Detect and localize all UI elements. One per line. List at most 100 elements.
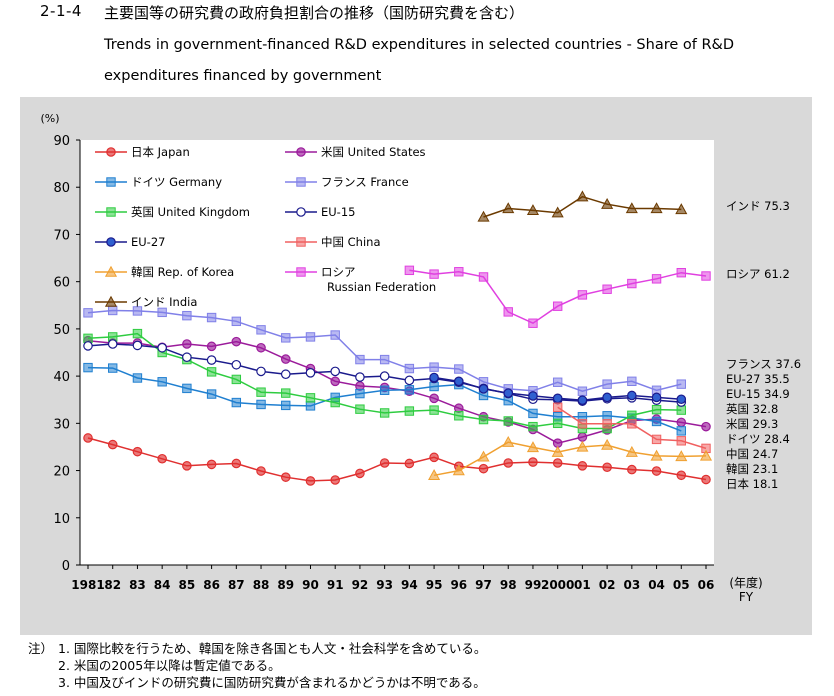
series-4-point <box>627 410 637 421</box>
y-tick-label: 90 <box>53 134 70 149</box>
series-1-point <box>256 342 266 353</box>
series-2-point <box>83 362 93 373</box>
series-4-point <box>478 414 489 425</box>
series-0-point <box>552 458 563 468</box>
series-9-point <box>478 272 489 282</box>
series-2-point <box>206 389 217 399</box>
series-9-point <box>454 267 464 277</box>
legend-label-10: インド India <box>131 295 197 309</box>
series-0-point <box>404 458 415 469</box>
legend-swatch-marker-7 <box>296 237 306 247</box>
x-tick-label: 02 <box>599 578 616 592</box>
y-axis-label: (%) <box>40 112 59 125</box>
series-10-point <box>675 203 688 215</box>
series-3-point <box>552 377 563 387</box>
series-4-point <box>454 411 464 421</box>
series-10-point <box>477 210 490 222</box>
series-3-point <box>206 312 217 323</box>
end-label-7: 中国 24.7 <box>726 447 778 461</box>
legend-label-7: 中国 China <box>321 235 381 249</box>
end-label-1: 米国 29.3 <box>726 417 778 431</box>
series-8-point <box>551 445 564 457</box>
series-8-point <box>526 441 540 453</box>
series-1-point <box>330 376 340 387</box>
series-4-point <box>676 405 686 415</box>
x-tick-label: 2000 <box>541 578 574 592</box>
series-2-point <box>651 416 662 427</box>
x-tick-label: 91 <box>327 578 344 592</box>
series-1-point <box>280 354 291 364</box>
series-8-point <box>428 469 441 480</box>
series-0-point <box>83 433 93 443</box>
series-8-point <box>625 445 638 457</box>
series-5-point <box>355 372 365 382</box>
series-6-point <box>429 372 439 383</box>
series-3-point <box>132 306 143 316</box>
x-tick-label: 89 <box>277 578 294 592</box>
series-0-point <box>602 462 612 473</box>
series-2-point <box>157 377 167 387</box>
series-9-point <box>651 274 662 284</box>
series-3-point <box>404 363 415 374</box>
series-5-point <box>231 359 242 370</box>
series-2-point <box>182 383 192 394</box>
x-tick-label: 99 <box>525 578 542 592</box>
plot-area <box>80 140 714 565</box>
series-4-point <box>231 374 242 385</box>
series-0-point <box>107 439 118 450</box>
series-7-point <box>552 402 563 412</box>
x-tick-label: 83 <box>129 578 146 592</box>
series-4-point <box>330 397 340 408</box>
series-4-point <box>503 416 513 426</box>
series-8-point <box>576 440 589 452</box>
series-0-point <box>182 461 192 471</box>
series-6-point <box>577 395 588 405</box>
x-tick-label: 87 <box>228 578 245 592</box>
x-tick-label: 97 <box>475 578 492 592</box>
series-5-point <box>107 339 118 349</box>
series-9-point <box>577 290 588 300</box>
series-6-point <box>478 384 489 394</box>
legend-swatch-marker-1 <box>296 147 306 157</box>
end-label-10: インド 75.3 <box>726 199 790 213</box>
series-10-point <box>526 204 540 216</box>
series-7-point <box>651 434 662 445</box>
x-tick-label: 94 <box>401 578 418 592</box>
series-3-point <box>157 307 167 318</box>
series-7-point <box>602 419 612 429</box>
series-0-point <box>231 458 242 469</box>
series-6-point <box>453 376 464 387</box>
x-tick-label: 93 <box>376 578 393 592</box>
series-0-point <box>330 475 340 485</box>
end-label-4: 英国 32.8 <box>726 402 778 416</box>
series-6-point <box>528 391 538 401</box>
legend-swatch-marker-8 <box>104 265 118 277</box>
series-2-point <box>404 385 415 395</box>
series-2-point <box>132 373 143 383</box>
series-0-point <box>132 446 143 457</box>
x-tick-label: 88 <box>253 578 270 592</box>
series-10-point <box>625 202 638 214</box>
legend-swatch-marker-3 <box>296 177 306 187</box>
series-5-point <box>305 368 316 378</box>
legend-swatch-marker-6 <box>106 237 116 247</box>
series-3-point <box>182 310 192 321</box>
series-7-point <box>577 419 588 429</box>
series-4-point <box>379 408 390 418</box>
series-3-point <box>83 308 93 318</box>
legend-label-8: 韓国 Rep. of Korea <box>131 265 234 279</box>
series-9-point <box>701 271 711 281</box>
series-4-point <box>206 367 217 377</box>
x-tick-label: 98 <box>500 578 517 592</box>
x-tick-label: 01 <box>574 578 591 592</box>
series-4-point <box>651 404 662 415</box>
series-3-point <box>577 386 588 396</box>
series-6-point <box>602 392 612 403</box>
series-8-point <box>477 450 490 462</box>
series-0-point <box>577 461 588 471</box>
series-6-point <box>676 394 687 405</box>
series-4-point <box>404 406 415 416</box>
series-9-point <box>528 318 538 328</box>
y-tick-label: 70 <box>53 228 70 243</box>
chart-panel: 0 10 20 30 40 50 60 70 80 90 (%) 1981 82 83 84 85 86 87 88… <box>20 97 812 635</box>
